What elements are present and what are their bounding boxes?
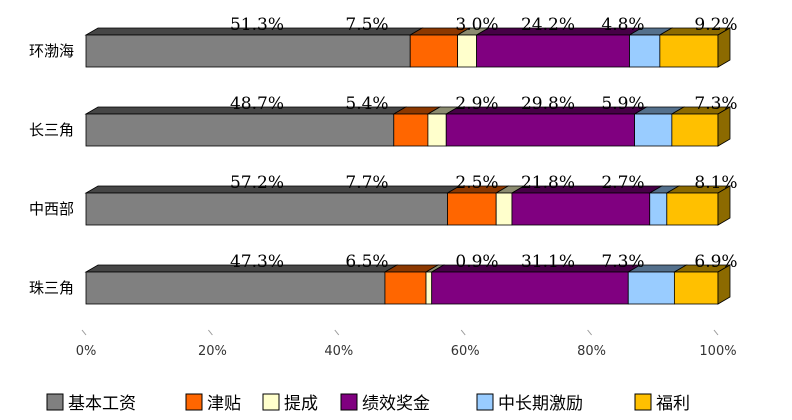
- data-label-2-1: 7.7%: [345, 173, 388, 193]
- x-axis: 0% 20% 40% 60% 80% 100%: [76, 329, 737, 359]
- data-label-3-5: 6.9%: [694, 252, 737, 272]
- legend-swatch-2: [262, 393, 280, 411]
- legend-swatch-4: [476, 393, 494, 411]
- x-tick: [713, 329, 719, 336]
- bar-segment-2-0: [85, 192, 448, 226]
- x-tick: [587, 329, 592, 336]
- category-label: 珠三角: [29, 279, 74, 297]
- legend: 基本工资 津贴 提成 绩效奖金 中长期激励 福利: [46, 393, 690, 414]
- category-label: 长三角: [29, 121, 74, 139]
- bar-segment-0-5: [659, 34, 719, 68]
- x-tick-label: 40%: [324, 344, 353, 359]
- legend-swatch-0: [46, 393, 64, 411]
- bar-segment-1-0: [85, 113, 395, 147]
- bar-segment-1-1: [393, 113, 429, 147]
- data-label-1-1: 5.4%: [345, 94, 388, 114]
- bar-segment-1-4: [634, 113, 673, 147]
- bar-segment-2-1: [447, 192, 497, 226]
- bar-segment-1-2: [427, 113, 447, 147]
- data-label-0-3: 24.2%: [521, 15, 575, 35]
- legend-swatch-1: [185, 393, 203, 411]
- bar-segment-3-1: [384, 271, 427, 305]
- bar-side-0: [717, 27, 731, 68]
- data-label-2-5: 8.1%: [694, 173, 737, 193]
- bar-segment-3-5: [673, 271, 719, 305]
- data-label-3-0: 47.3%: [230, 252, 284, 272]
- bar-side-2: [717, 185, 731, 226]
- legend-label-2: 提成: [284, 394, 318, 414]
- x-tick: [460, 329, 466, 336]
- bar-side-3: [717, 264, 731, 305]
- bar-segment-2-2: [495, 192, 513, 226]
- data-label-1-3: 29.8%: [521, 94, 575, 114]
- data-label-0-0: 51.3%: [230, 15, 284, 35]
- data-label-1-4: 5.9%: [601, 94, 644, 114]
- data-label-0-5: 9.2%: [694, 15, 737, 35]
- data-label-3-3: 31.1%: [521, 252, 575, 272]
- bar-segment-2-5: [666, 192, 719, 226]
- legend-swatch-5: [634, 393, 652, 411]
- bars-layer: [84, 27, 732, 305]
- bar-segment-0-1: [409, 34, 459, 68]
- data-label-2-3: 21.8%: [521, 173, 575, 193]
- bar-segment-3-4: [627, 271, 675, 305]
- legend-swatch-3: [340, 393, 358, 411]
- bar-side-1: [717, 106, 731, 147]
- bar-segment-1-3: [445, 113, 635, 147]
- data-label-0-2: 3.0%: [455, 15, 498, 35]
- bar-segment-0-2: [457, 34, 477, 68]
- legend-label-1: 津贴: [207, 394, 241, 414]
- data-label-1-5: 7.3%: [694, 94, 737, 114]
- data-label-2-4: 2.7%: [601, 173, 644, 193]
- bar-segment-3-0: [85, 271, 386, 305]
- x-tick: [334, 329, 340, 336]
- bar-segment-2-4: [649, 192, 668, 226]
- category-label: 环渤海: [29, 42, 74, 60]
- category-label: 中西部: [29, 200, 74, 218]
- data-label-3-1: 6.5%: [345, 252, 388, 272]
- bar-segment-1-5: [671, 113, 719, 147]
- legend-label-0: 基本工资: [68, 394, 136, 414]
- x-tick: [208, 329, 213, 336]
- data-label-3-4: 7.3%: [601, 252, 644, 272]
- bar-segment-3-2: [425, 271, 433, 305]
- x-tick-label: 100%: [699, 344, 736, 359]
- bar-segment-0-0: [85, 34, 411, 68]
- x-tick-label: 60%: [451, 344, 480, 359]
- data-label-1-0: 48.7%: [230, 94, 284, 114]
- x-tick-label: 80%: [577, 344, 606, 359]
- data-label-3-2: 0.9%: [455, 252, 498, 272]
- data-label-0-1: 7.5%: [345, 15, 388, 35]
- x-tick: [81, 329, 87, 336]
- data-label-2-2: 2.5%: [455, 173, 498, 193]
- bar-segment-0-4: [629, 34, 661, 68]
- data-label-0-4: 4.8%: [601, 15, 644, 35]
- bar-segment-3-3: [431, 271, 629, 305]
- legend-label-3: 绩效奖金: [362, 394, 430, 414]
- legend-label-5: 福利: [656, 394, 690, 414]
- data-label-2-0: 57.2%: [230, 173, 284, 193]
- data-label-1-2: 2.9%: [455, 94, 498, 114]
- x-tick-label: 0%: [76, 344, 97, 359]
- bar-segment-0-3: [476, 34, 630, 68]
- data-labels-layer: 51.3% 7.5% 3.0% 24.2% 4.8% 9.2% 48.7% 5.4% 2.9% 2…: [230, 15, 738, 272]
- legend-label-4: 中长期激励: [498, 394, 583, 414]
- x-tick-label: 20%: [198, 344, 227, 359]
- bar-segment-2-3: [511, 192, 651, 226]
